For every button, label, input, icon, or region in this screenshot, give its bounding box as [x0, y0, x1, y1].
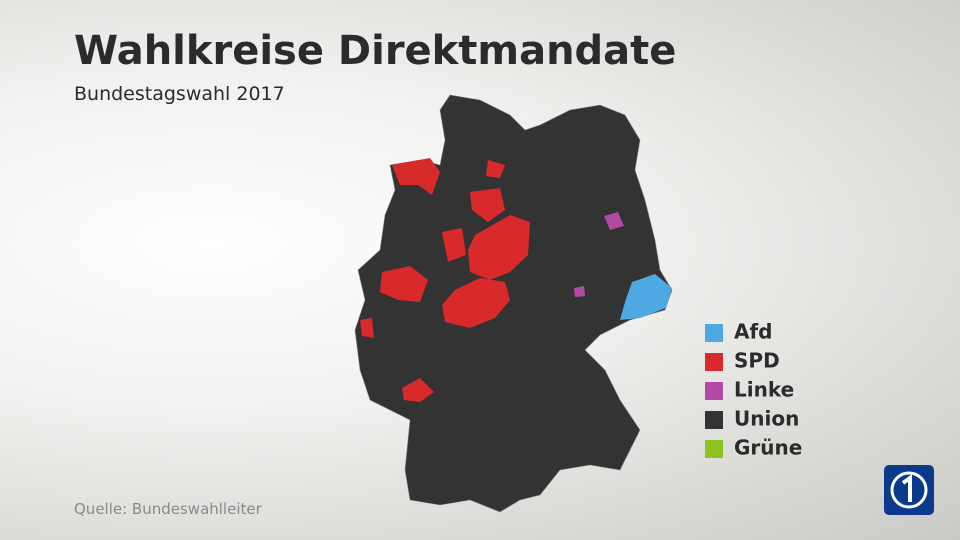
legend-label: Grüne: [734, 436, 802, 460]
region-linke: [574, 286, 585, 297]
source: Quelle: Bundeswahlleiter: [74, 500, 263, 518]
region-linke: [604, 212, 624, 230]
country-union: [354, 94, 673, 513]
region-spd: [442, 278, 510, 328]
germany-map: [354, 94, 673, 513]
subtitle: Bundestagswahl 2017: [74, 83, 285, 105]
title: Wahlkreise Direktmandate: [74, 28, 676, 74]
region-spd: [470, 188, 505, 222]
logo: [884, 465, 934, 515]
legend-label: Linke: [734, 378, 794, 402]
region-spd: [442, 228, 466, 262]
legend-swatch: [705, 382, 723, 400]
region-spd: [380, 266, 428, 302]
legend-swatch: [705, 353, 723, 371]
region-spd: [486, 160, 505, 178]
region-afd: [620, 274, 672, 320]
region-spd: [468, 215, 530, 280]
region-spd: [392, 158, 440, 195]
legend-swatch: [705, 440, 723, 458]
legend-label: Afd: [734, 320, 773, 344]
legend-label: SPD: [734, 349, 780, 373]
legend-label: Union: [734, 407, 799, 431]
legend: Afd SPD Linke Union Grüne: [705, 320, 802, 460]
region-spd: [402, 378, 434, 402]
legend-swatch: [705, 411, 723, 429]
legend-swatch: [705, 324, 723, 342]
region-spd: [360, 318, 374, 338]
